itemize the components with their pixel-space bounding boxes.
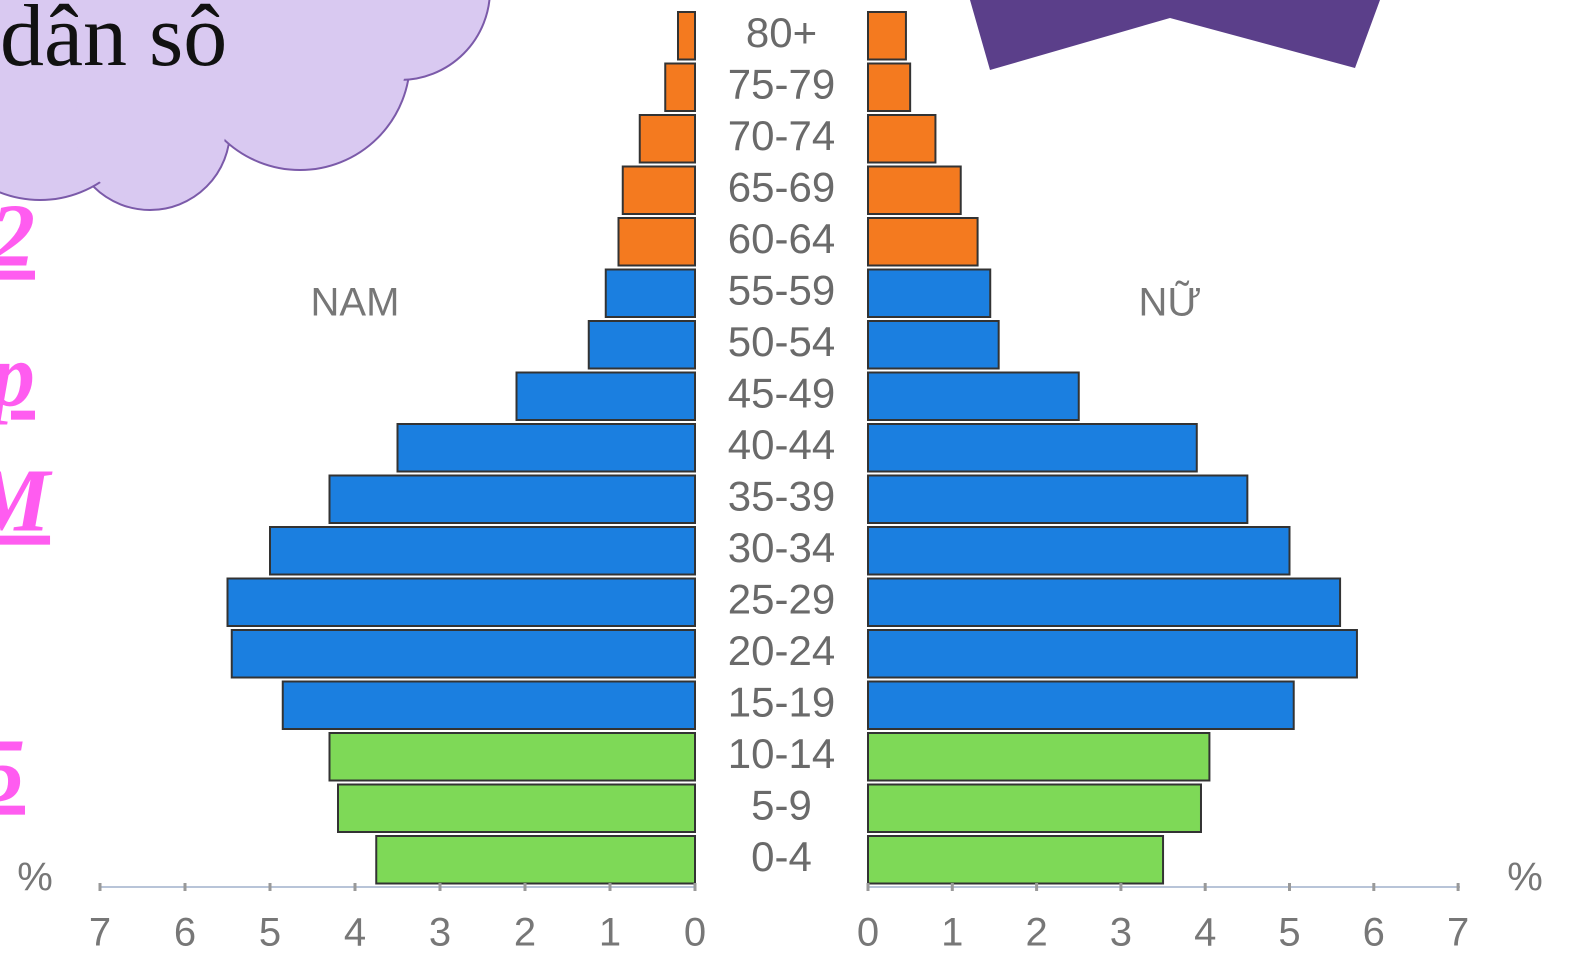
category-label: 80+ xyxy=(746,9,817,56)
bar-male xyxy=(338,785,695,833)
bar-female xyxy=(868,682,1294,730)
bar-female xyxy=(868,785,1201,833)
x-tick-label: 5 xyxy=(259,911,281,955)
bar-female xyxy=(868,218,978,266)
bar-male xyxy=(619,218,696,266)
bar-male xyxy=(283,682,695,730)
category-label: 65-69 xyxy=(728,163,835,210)
bar-female xyxy=(868,167,961,215)
bar-male xyxy=(398,424,696,472)
category-label: 35-39 xyxy=(728,472,835,519)
slide: dân sô 2 p M 5 NAM NỮ % % 80+75-7970-746… xyxy=(0,0,1583,971)
x-tick-label: 5 xyxy=(1278,911,1300,955)
category-label: 50-54 xyxy=(728,318,835,365)
x-tick-label: 2 xyxy=(514,911,536,955)
bar-male xyxy=(678,12,695,60)
category-label: 10-14 xyxy=(728,730,835,777)
bar-male xyxy=(665,64,695,112)
category-label: 15-19 xyxy=(728,678,835,725)
x-tick-label: 7 xyxy=(1447,911,1469,955)
bar-male xyxy=(228,579,696,627)
fragment: 5 xyxy=(0,722,25,821)
bar-male xyxy=(376,836,695,884)
bar-male xyxy=(330,733,696,781)
bar-female xyxy=(868,579,1340,627)
bar-male xyxy=(589,321,695,369)
x-tick-label: 6 xyxy=(1363,911,1385,955)
category-label: 5-9 xyxy=(751,781,812,828)
category-label: 0-4 xyxy=(751,833,812,880)
category-label: 70-74 xyxy=(728,112,835,159)
bar-male xyxy=(623,167,695,215)
category-label: 25-29 xyxy=(728,575,835,622)
bar-female xyxy=(868,270,990,318)
bar-male xyxy=(232,630,695,678)
bar-female xyxy=(868,424,1197,472)
bar-female xyxy=(868,373,1079,421)
page: {"slide": {"heading": "dân sô", "fragmen… xyxy=(0,0,1583,971)
x-tick-label: 1 xyxy=(599,911,621,955)
category-label: 45-49 xyxy=(728,369,835,416)
bar-male xyxy=(606,270,695,318)
x-tick-label: 0 xyxy=(857,911,879,955)
x-tick-label: 7 xyxy=(89,911,111,955)
category-label: 20-24 xyxy=(728,627,835,674)
legend-male: NAM xyxy=(311,281,400,325)
category-label: 60-64 xyxy=(728,215,835,262)
fragment: 2 xyxy=(0,187,35,286)
bar-female xyxy=(868,12,906,60)
x-tick-label: 2 xyxy=(1025,911,1047,955)
bar-female xyxy=(868,321,999,369)
bar-female xyxy=(868,115,935,163)
heading: dân sô xyxy=(0,0,227,85)
fragment: p xyxy=(0,327,35,426)
bar-male xyxy=(330,476,696,524)
bar-female xyxy=(868,836,1163,884)
x-tick-label: 0 xyxy=(684,911,706,955)
bar-male xyxy=(270,527,695,575)
x-tick-label: 3 xyxy=(1110,911,1132,955)
bar-female xyxy=(868,733,1209,781)
category-label: 75-79 xyxy=(728,60,835,107)
banner xyxy=(970,0,1380,70)
category-label: 55-59 xyxy=(728,266,835,313)
legend-female: NỮ xyxy=(1138,280,1201,325)
x-unit: % xyxy=(17,856,53,900)
x-tick-label: 4 xyxy=(344,911,366,955)
fragment: M xyxy=(0,452,53,551)
bar-female xyxy=(868,476,1247,524)
category-label: 30-34 xyxy=(728,524,835,571)
x-unit: % xyxy=(1507,856,1543,900)
bar-female xyxy=(868,630,1357,678)
bar-female xyxy=(868,527,1290,575)
x-tick-label: 3 xyxy=(429,911,451,955)
x-tick-label: 1 xyxy=(941,911,963,955)
bar-male xyxy=(517,373,696,421)
x-tick-label: 6 xyxy=(174,911,196,955)
bar-female xyxy=(868,64,910,112)
bar-male xyxy=(640,115,695,163)
x-tick-label: 4 xyxy=(1194,911,1216,955)
category-label: 40-44 xyxy=(728,421,835,468)
